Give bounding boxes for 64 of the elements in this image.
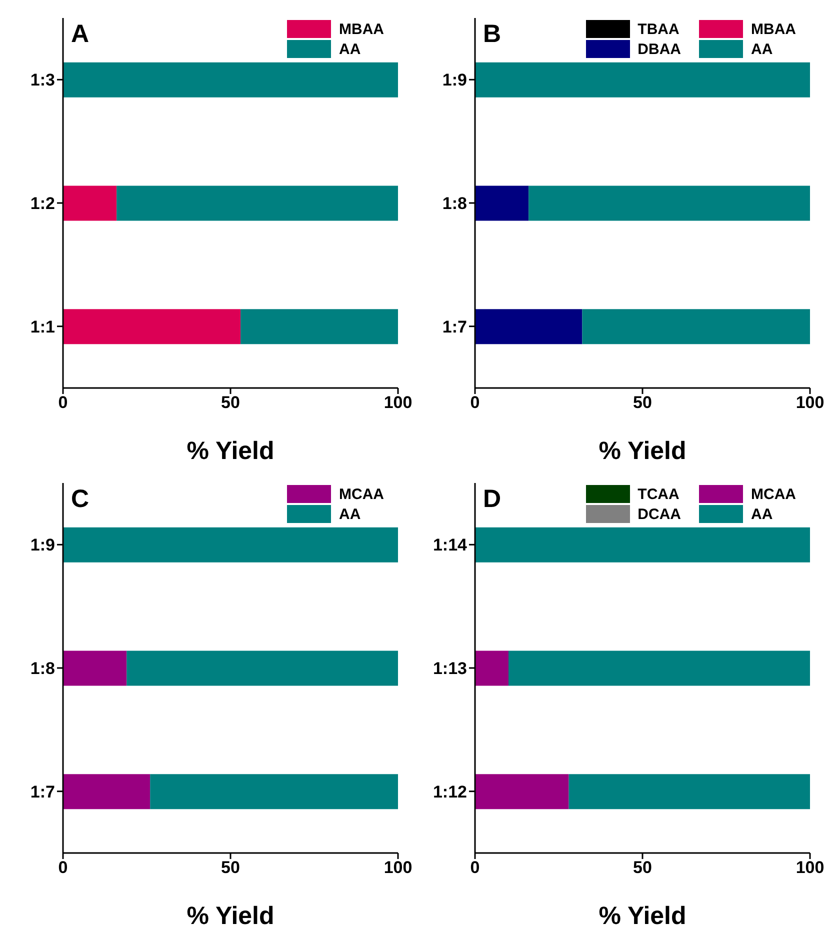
chart-title: D — [483, 485, 502, 514]
legend-label: AA — [339, 506, 361, 522]
bar — [63, 650, 127, 686]
bar — [63, 186, 117, 221]
bar — [508, 650, 810, 686]
y-tick-label: 1:8 — [30, 659, 55, 678]
legend-label: MCAA — [751, 486, 796, 502]
y-tick-label: 1:14 — [432, 536, 468, 555]
chart-title: C — [71, 485, 90, 514]
x-tick-label: 50 — [633, 393, 652, 412]
x-axis-title: % Yield — [186, 437, 274, 465]
bar — [63, 527, 398, 562]
x-tick-label: 50 — [633, 858, 652, 878]
y-tick-label: 1:7 — [442, 317, 467, 336]
x-tick-label: 0 — [58, 393, 68, 412]
bar — [116, 186, 398, 221]
x-tick-label: 50 — [221, 393, 240, 412]
bar — [475, 62, 810, 98]
legend-label: DCAA — [638, 506, 681, 522]
legend-label: AA — [339, 40, 361, 58]
x-tick-label: 0 — [470, 393, 480, 412]
legend-label: MBAA — [751, 20, 796, 38]
y-tick-label: 1:3 — [30, 70, 55, 90]
x-tick-label: 100 — [796, 858, 824, 878]
x-tick-label: 0 — [58, 858, 68, 878]
bar — [475, 774, 569, 810]
x-tick-label: 50 — [221, 858, 240, 878]
y-tick-label: 1:2 — [30, 194, 55, 214]
legend-label: AA — [751, 506, 773, 522]
y-tick-label: 1:8 — [442, 194, 467, 214]
chart-title: A — [71, 20, 90, 49]
y-tick-label: 1:12 — [432, 782, 467, 802]
y-tick-label: 1:1 — [30, 317, 55, 336]
legend-label: MCAA — [339, 486, 384, 502]
bar — [475, 527, 810, 562]
bar — [63, 309, 241, 344]
chart-title: B — [483, 20, 502, 49]
x-axis-title: % Yield — [186, 902, 274, 930]
bar — [582, 309, 810, 344]
legend-label: MBAA — [339, 20, 384, 38]
y-tick-label: 1:9 — [30, 536, 55, 555]
legend-label: DBAA — [638, 40, 681, 58]
x-tick-label: 100 — [384, 393, 412, 412]
x-tick-label: 100 — [384, 858, 412, 878]
y-tick-label: 1:7 — [30, 782, 55, 802]
x-tick-label: 100 — [796, 393, 824, 412]
bar — [528, 186, 810, 221]
bar — [240, 309, 398, 344]
bar — [475, 309, 582, 344]
legend-label: AA — [751, 40, 773, 58]
bar — [475, 186, 529, 221]
y-tick-label: 1:9 — [442, 70, 467, 90]
legend-label: TBAA — [638, 20, 680, 38]
x-axis-title: % Yield — [598, 902, 686, 930]
bar — [150, 774, 398, 810]
bar — [568, 774, 810, 810]
legend-label: TCAA — [638, 486, 680, 502]
x-axis-title: % Yield — [598, 437, 686, 465]
bar — [63, 62, 398, 98]
bar — [475, 650, 508, 686]
y-tick-label: 1:13 — [432, 659, 467, 678]
x-tick-label: 0 — [470, 858, 480, 878]
bar — [126, 650, 398, 686]
bar — [63, 774, 150, 810]
